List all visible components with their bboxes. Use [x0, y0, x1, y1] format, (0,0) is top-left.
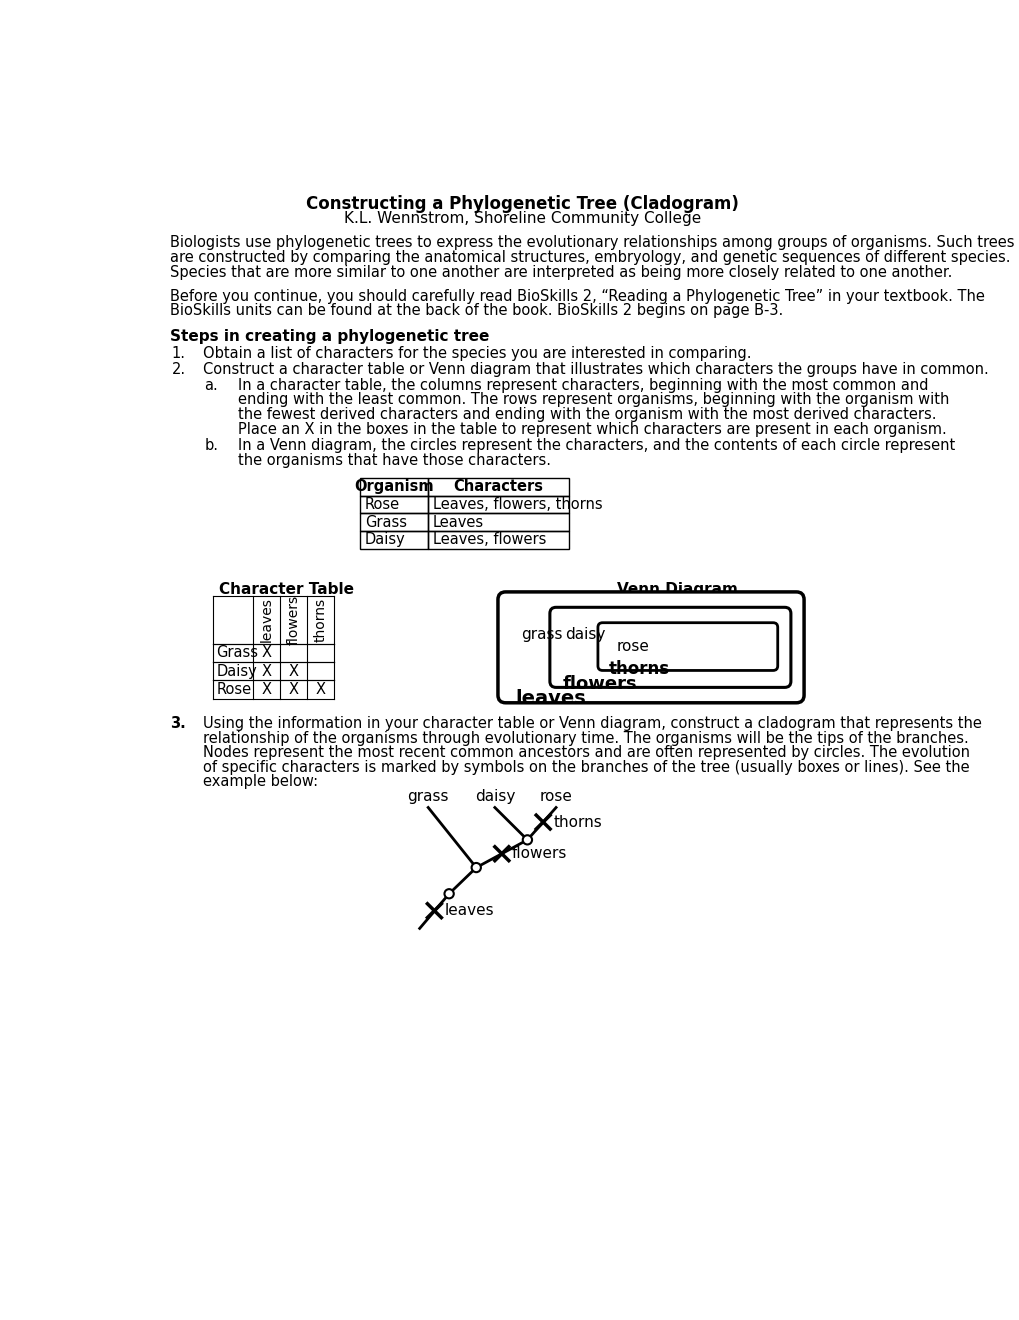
Text: daisy: daisy: [565, 627, 605, 643]
Bar: [360, 478, 428, 496]
Text: Using the information in your character table or Venn diagram, construct a clado: Using the information in your character …: [203, 715, 981, 731]
Text: Construct a character table or Venn diagram that illustrates which characters th: Construct a character table or Venn diag…: [203, 362, 988, 376]
Text: Organism: Organism: [354, 479, 433, 494]
Text: a.: a.: [204, 378, 218, 393]
Text: leaves: leaves: [260, 597, 273, 642]
Text: 2.: 2.: [171, 362, 185, 376]
Text: ending with the least common. The rows represent organisms, beginning with the o: ending with the least common. The rows r…: [238, 392, 949, 408]
Text: Characters: Characters: [453, 479, 543, 494]
Text: the organisms that have those characters.: the organisms that have those characters…: [238, 453, 551, 467]
Text: 1.: 1.: [171, 346, 185, 360]
Text: flowers: flowers: [512, 846, 567, 861]
Text: Steps in creating a phylogenetic tree: Steps in creating a phylogenetic tree: [170, 329, 489, 343]
Text: daisy: daisy: [474, 789, 515, 804]
Bar: [428, 531, 569, 549]
Text: 3.: 3.: [170, 715, 185, 731]
Text: thorns: thorns: [552, 814, 601, 829]
Text: grass: grass: [521, 627, 562, 642]
Text: thorns: thorns: [314, 598, 327, 642]
FancyBboxPatch shape: [497, 591, 803, 702]
Text: b.: b.: [204, 438, 218, 453]
Circle shape: [444, 890, 453, 899]
Bar: [360, 513, 428, 531]
Bar: [428, 513, 569, 531]
Text: Daisy: Daisy: [365, 532, 405, 548]
Text: K.L. Wennstrom, Shoreline Community College: K.L. Wennstrom, Shoreline Community Coll…: [343, 211, 701, 226]
Circle shape: [523, 836, 532, 845]
Text: Leaves, flowers, thorns: Leaves, flowers, thorns: [432, 498, 602, 512]
Text: X: X: [288, 664, 299, 678]
FancyBboxPatch shape: [597, 623, 776, 671]
Text: Venn Diagram: Venn Diagram: [616, 582, 738, 597]
Bar: [428, 478, 569, 496]
Text: Species that are more similar to one another are interpreted as being more close: Species that are more similar to one ano…: [170, 264, 952, 280]
Text: Constructing a Phylogenetic Tree (Cladogram): Constructing a Phylogenetic Tree (Cladog…: [306, 195, 739, 214]
Text: BioSkills units can be found at the back of the book. BioSkills 2 begins on page: BioSkills units can be found at the back…: [170, 304, 783, 318]
Text: X: X: [288, 682, 299, 697]
Text: flowers: flowers: [286, 594, 301, 644]
Text: X: X: [316, 682, 325, 697]
Text: of specific characters is marked by symbols on the branches of the tree (usually: of specific characters is marked by symb…: [203, 760, 969, 775]
Text: rose: rose: [539, 789, 572, 804]
Text: Grass: Grass: [365, 515, 407, 529]
Text: are constructed by comparing the anatomical structures, embryology, and genetic : are constructed by comparing the anatomi…: [170, 249, 1010, 265]
Text: Place an X in the boxes in the table to represent which characters are present i: Place an X in the boxes in the table to …: [238, 422, 947, 437]
Text: In a character table, the columns represent characters, beginning with the most : In a character table, the columns repres…: [238, 378, 928, 393]
Text: X: X: [261, 664, 271, 678]
Text: rose: rose: [615, 639, 649, 653]
Text: Rose: Rose: [216, 682, 252, 697]
Text: grass: grass: [407, 789, 448, 804]
Text: Grass: Grass: [216, 645, 259, 660]
Text: X: X: [261, 682, 271, 697]
Text: example below:: example below:: [203, 775, 318, 789]
Bar: [428, 496, 569, 513]
Bar: [360, 531, 428, 549]
Text: In a Venn diagram, the circles represent the characters, and the contents of eac: In a Venn diagram, the circles represent…: [238, 438, 955, 453]
Text: Obtain a list of characters for the species you are interested in comparing.: Obtain a list of characters for the spec…: [203, 346, 751, 360]
Text: thorns: thorns: [608, 660, 669, 677]
Text: the fewest derived characters and ending with the organism with the most derived: the fewest derived characters and ending…: [238, 407, 935, 422]
Text: relationship of the organisms through evolutionary time. The organisms will be t: relationship of the organisms through ev…: [203, 730, 968, 746]
Text: leaves: leaves: [515, 689, 585, 708]
Text: Leaves, flowers: Leaves, flowers: [432, 532, 546, 548]
Text: flowers: flowers: [561, 675, 636, 693]
Text: Before you continue, you should carefully read BioSkills 2, “Reading a Phylogene: Before you continue, you should carefull…: [170, 289, 984, 304]
FancyBboxPatch shape: [549, 607, 790, 688]
Text: Nodes represent the most recent common ancestors and are often represented by ci: Nodes represent the most recent common a…: [203, 744, 969, 760]
Text: leaves: leaves: [444, 903, 493, 919]
Bar: [360, 496, 428, 513]
Circle shape: [471, 863, 480, 873]
Text: Biologists use phylogenetic trees to express the evolutionary relationships amon: Biologists use phylogenetic trees to exp…: [170, 235, 1014, 251]
Text: Leaves: Leaves: [432, 515, 483, 529]
Text: Character Table: Character Table: [219, 582, 354, 597]
Text: Rose: Rose: [365, 498, 399, 512]
Text: X: X: [261, 645, 271, 660]
Text: Daisy: Daisy: [216, 664, 257, 678]
